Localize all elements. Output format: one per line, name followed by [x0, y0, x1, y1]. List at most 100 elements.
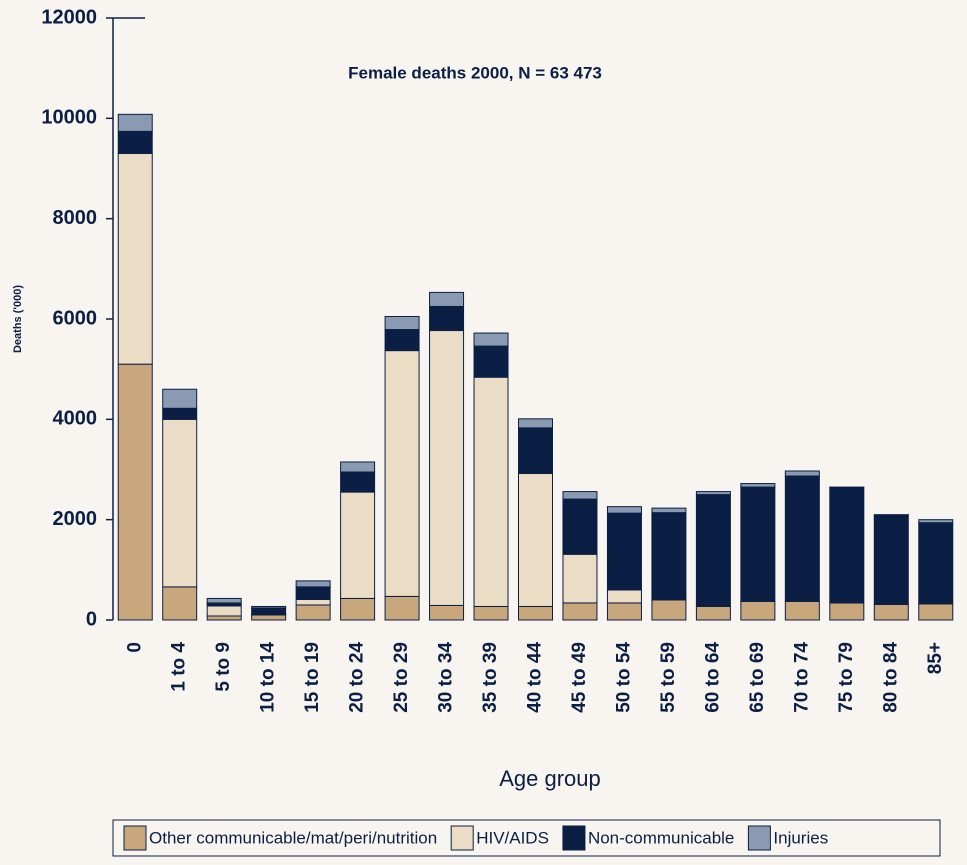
bar-segment: [340, 471, 376, 493]
bar-segment: [162, 388, 198, 409]
bar-segment: [829, 486, 865, 489]
y-tick-label: 2000: [53, 508, 98, 530]
x-tick-label: 60 to 64: [702, 642, 723, 713]
y-tick-label: 6000: [53, 307, 98, 329]
bar-segment: [117, 363, 153, 621]
x-tick-label: 85+: [925, 642, 946, 674]
bar-segment: [340, 597, 376, 621]
bar-segment: [740, 600, 776, 621]
bar-segment: [784, 470, 820, 477]
bar-segment: [829, 602, 865, 621]
y-tick-label: 8000: [53, 207, 98, 229]
x-tick-label: 20 to 24: [347, 642, 368, 713]
x-tick-label: 50 to 54: [613, 642, 634, 713]
bar-segment: [295, 598, 331, 606]
bar-segment: [473, 605, 509, 621]
bar-segment: [473, 376, 509, 607]
legend-swatch: [747, 825, 771, 851]
x-tick-label: 45 to 49: [569, 642, 590, 713]
bar-segment: [918, 522, 954, 605]
bar-segment: [518, 473, 553, 607]
bar-segment: [606, 602, 642, 621]
x-tick-label: 25 to 29: [391, 642, 412, 713]
bar-segment: [429, 291, 465, 307]
bar-segment: [562, 491, 598, 500]
bar-segment: [429, 604, 465, 621]
bar-segment: [784, 600, 820, 621]
bar-segment: [251, 607, 287, 615]
bar-segment: [606, 512, 642, 591]
x-tick-label: 80 to 84: [880, 642, 901, 713]
y-tick-label: 0: [86, 608, 97, 630]
bar-segment: [473, 345, 509, 378]
x-tick-label: 75 to 79: [836, 642, 857, 713]
bar-segment: [562, 498, 598, 555]
bar-segment: [384, 329, 420, 352]
x-axis-label: Age group: [499, 766, 601, 791]
bar-segment: [606, 506, 642, 514]
legend-label: HIV/AIDS: [476, 828, 549, 847]
legend-swatch: [123, 825, 147, 851]
y-tick-label: 4000: [53, 408, 98, 430]
bar-segment: [251, 605, 287, 609]
bar-segment: [429, 330, 465, 606]
y-tick-label: 12000: [41, 6, 97, 28]
bar-segment: [384, 595, 420, 621]
x-tick-label: 35 to 39: [480, 642, 501, 713]
bar-segment: [117, 152, 153, 365]
bar-segment: [695, 605, 731, 621]
x-tick-label: 1 to 4: [169, 642, 190, 692]
bar-segment: [873, 514, 909, 605]
bar-segment: [562, 602, 598, 621]
bar-segment: [651, 512, 687, 601]
bar-segment: [251, 614, 287, 621]
bar-segment: [695, 494, 731, 607]
y-axis-label: Deaths ('000): [12, 285, 24, 353]
bar-segment: [384, 315, 420, 331]
bar-segment: [206, 597, 242, 604]
bar-segment: [473, 332, 509, 347]
bar-segment: [162, 586, 198, 621]
x-tick-label: 30 to 34: [436, 642, 457, 713]
bar-segment: [873, 514, 909, 516]
bar-segment: [873, 603, 909, 621]
x-tick-label: 15 to 19: [302, 642, 323, 713]
bar-segment: [651, 507, 687, 514]
bar-segment: [918, 603, 954, 621]
bar-segment: [162, 407, 198, 420]
bar-segment: [829, 487, 865, 604]
bar-segment: [117, 130, 153, 154]
bar-segment: [695, 491, 731, 496]
bar-segment: [784, 475, 820, 602]
bar-segment: [295, 604, 331, 621]
bar-segment: [518, 418, 553, 429]
bar-segment: [429, 305, 465, 332]
x-tick-label: 5 to 9: [213, 642, 234, 692]
legend-box: [112, 819, 941, 857]
x-tick-label: 0: [124, 642, 145, 653]
bar-segment: [117, 113, 153, 132]
chart-title: Female deaths 2000, N = 63 473: [348, 63, 602, 82]
bar-segment: [384, 350, 420, 597]
x-tick-label: 40 to 44: [525, 642, 546, 713]
legend-swatch: [562, 825, 586, 851]
bar-segment: [740, 486, 776, 602]
bar-segment: [518, 605, 553, 621]
x-tick-label: 70 to 74: [791, 642, 812, 713]
bar-segment: [162, 418, 198, 588]
legend-swatch: [450, 825, 474, 851]
bar-segment: [918, 519, 954, 524]
bar-segment: [606, 589, 642, 604]
x-tick-label: 55 to 59: [658, 642, 679, 713]
bar-segment: [295, 586, 331, 600]
legend-label: Injuries: [773, 828, 828, 847]
y-tick-label: 10000: [41, 107, 97, 129]
bar-segment: [206, 615, 242, 621]
legend-label: Non-communicable: [588, 828, 734, 847]
bar-segment: [651, 599, 687, 621]
legend-label: Other communicable/mat/peri/nutrition: [149, 828, 437, 847]
x-tick-label: 65 to 69: [747, 642, 768, 713]
bar-segment: [295, 580, 331, 588]
